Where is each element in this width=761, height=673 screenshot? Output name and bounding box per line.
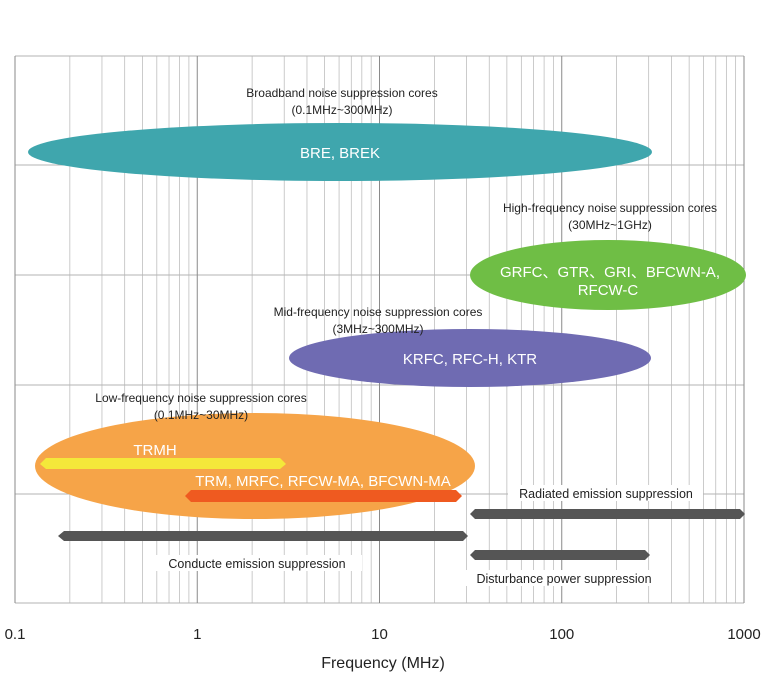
disturbance-power-label: Disturbance power suppression	[476, 572, 651, 586]
broadband-products: BRE, BREK	[300, 145, 380, 162]
x-tick-label: 1000	[727, 626, 760, 643]
x-tick-label: 0.1	[5, 626, 26, 643]
high-frequency-ellipse	[470, 240, 746, 310]
x-axis-title: Frequency (MHz)	[321, 655, 445, 672]
mid-frequency-title: Mid-frequency noise suppression cores	[274, 305, 483, 319]
conducted-emission-label-bg	[152, 555, 362, 571]
conducted-emission-label: Conducte emission suppression	[168, 557, 345, 571]
x-axis-ticks: 0.1 1 10 100 1000	[5, 626, 761, 643]
high-frequency-band: High-frequency noise suppression cores (…	[470, 201, 746, 310]
mid-frequency-band: Mid-frequency noise suppression cores (3…	[274, 305, 651, 387]
disturbance-power-arrow	[470, 550, 650, 560]
sub-ranges: TRMH TRM, MRFC, RFCW-MA, BFCWN-MA	[40, 442, 462, 502]
low-frequency-range: (0.1MHz~30MHz)	[154, 408, 248, 422]
trmh-label: TRMH	[133, 442, 176, 459]
mid-frequency-products: KRFC, RFC-H, KTR	[403, 351, 537, 368]
x-tick-label: 1	[193, 626, 201, 643]
conducted-emission-arrow	[58, 531, 468, 541]
high-frequency-products-line2: RFCW-C	[578, 282, 639, 299]
x-tick-label: 10	[371, 626, 388, 643]
trm-mrfc-label: TRM, MRFC, RFCW-MA, BFCWN-MA	[195, 473, 451, 490]
emission-ranges: Radiated emission suppression Conducte e…	[58, 485, 745, 586]
mid-frequency-range: (3MHz~300MHz)	[332, 322, 423, 336]
broadband-band: Broadband noise suppression cores (0.1MH…	[28, 86, 652, 181]
high-frequency-title: High-frequency noise suppression cores	[503, 201, 717, 215]
broadband-title: Broadband noise suppression cores	[246, 86, 437, 100]
disturbance-power-label-bg	[462, 570, 662, 586]
mid-frequency-ellipse	[289, 329, 651, 387]
x-tick-label: 100	[549, 626, 574, 643]
radiated-emission-label-bg	[508, 485, 703, 501]
trm-mrfc-arrow	[185, 490, 462, 502]
broadband-ellipse	[28, 123, 652, 181]
broadband-range: (0.1MHz~300MHz)	[291, 103, 392, 117]
radiated-emission-label: Radiated emission suppression	[519, 487, 693, 501]
high-frequency-products-line1: GRFC、GTR、GRI、BFCWN-A,	[500, 264, 720, 281]
low-frequency-title: Low-frequency noise suppression cores	[95, 391, 306, 405]
high-frequency-range: (30MHz~1GHz)	[568, 218, 652, 232]
trmh-arrow	[40, 458, 286, 469]
radiated-emission-arrow	[470, 509, 745, 519]
